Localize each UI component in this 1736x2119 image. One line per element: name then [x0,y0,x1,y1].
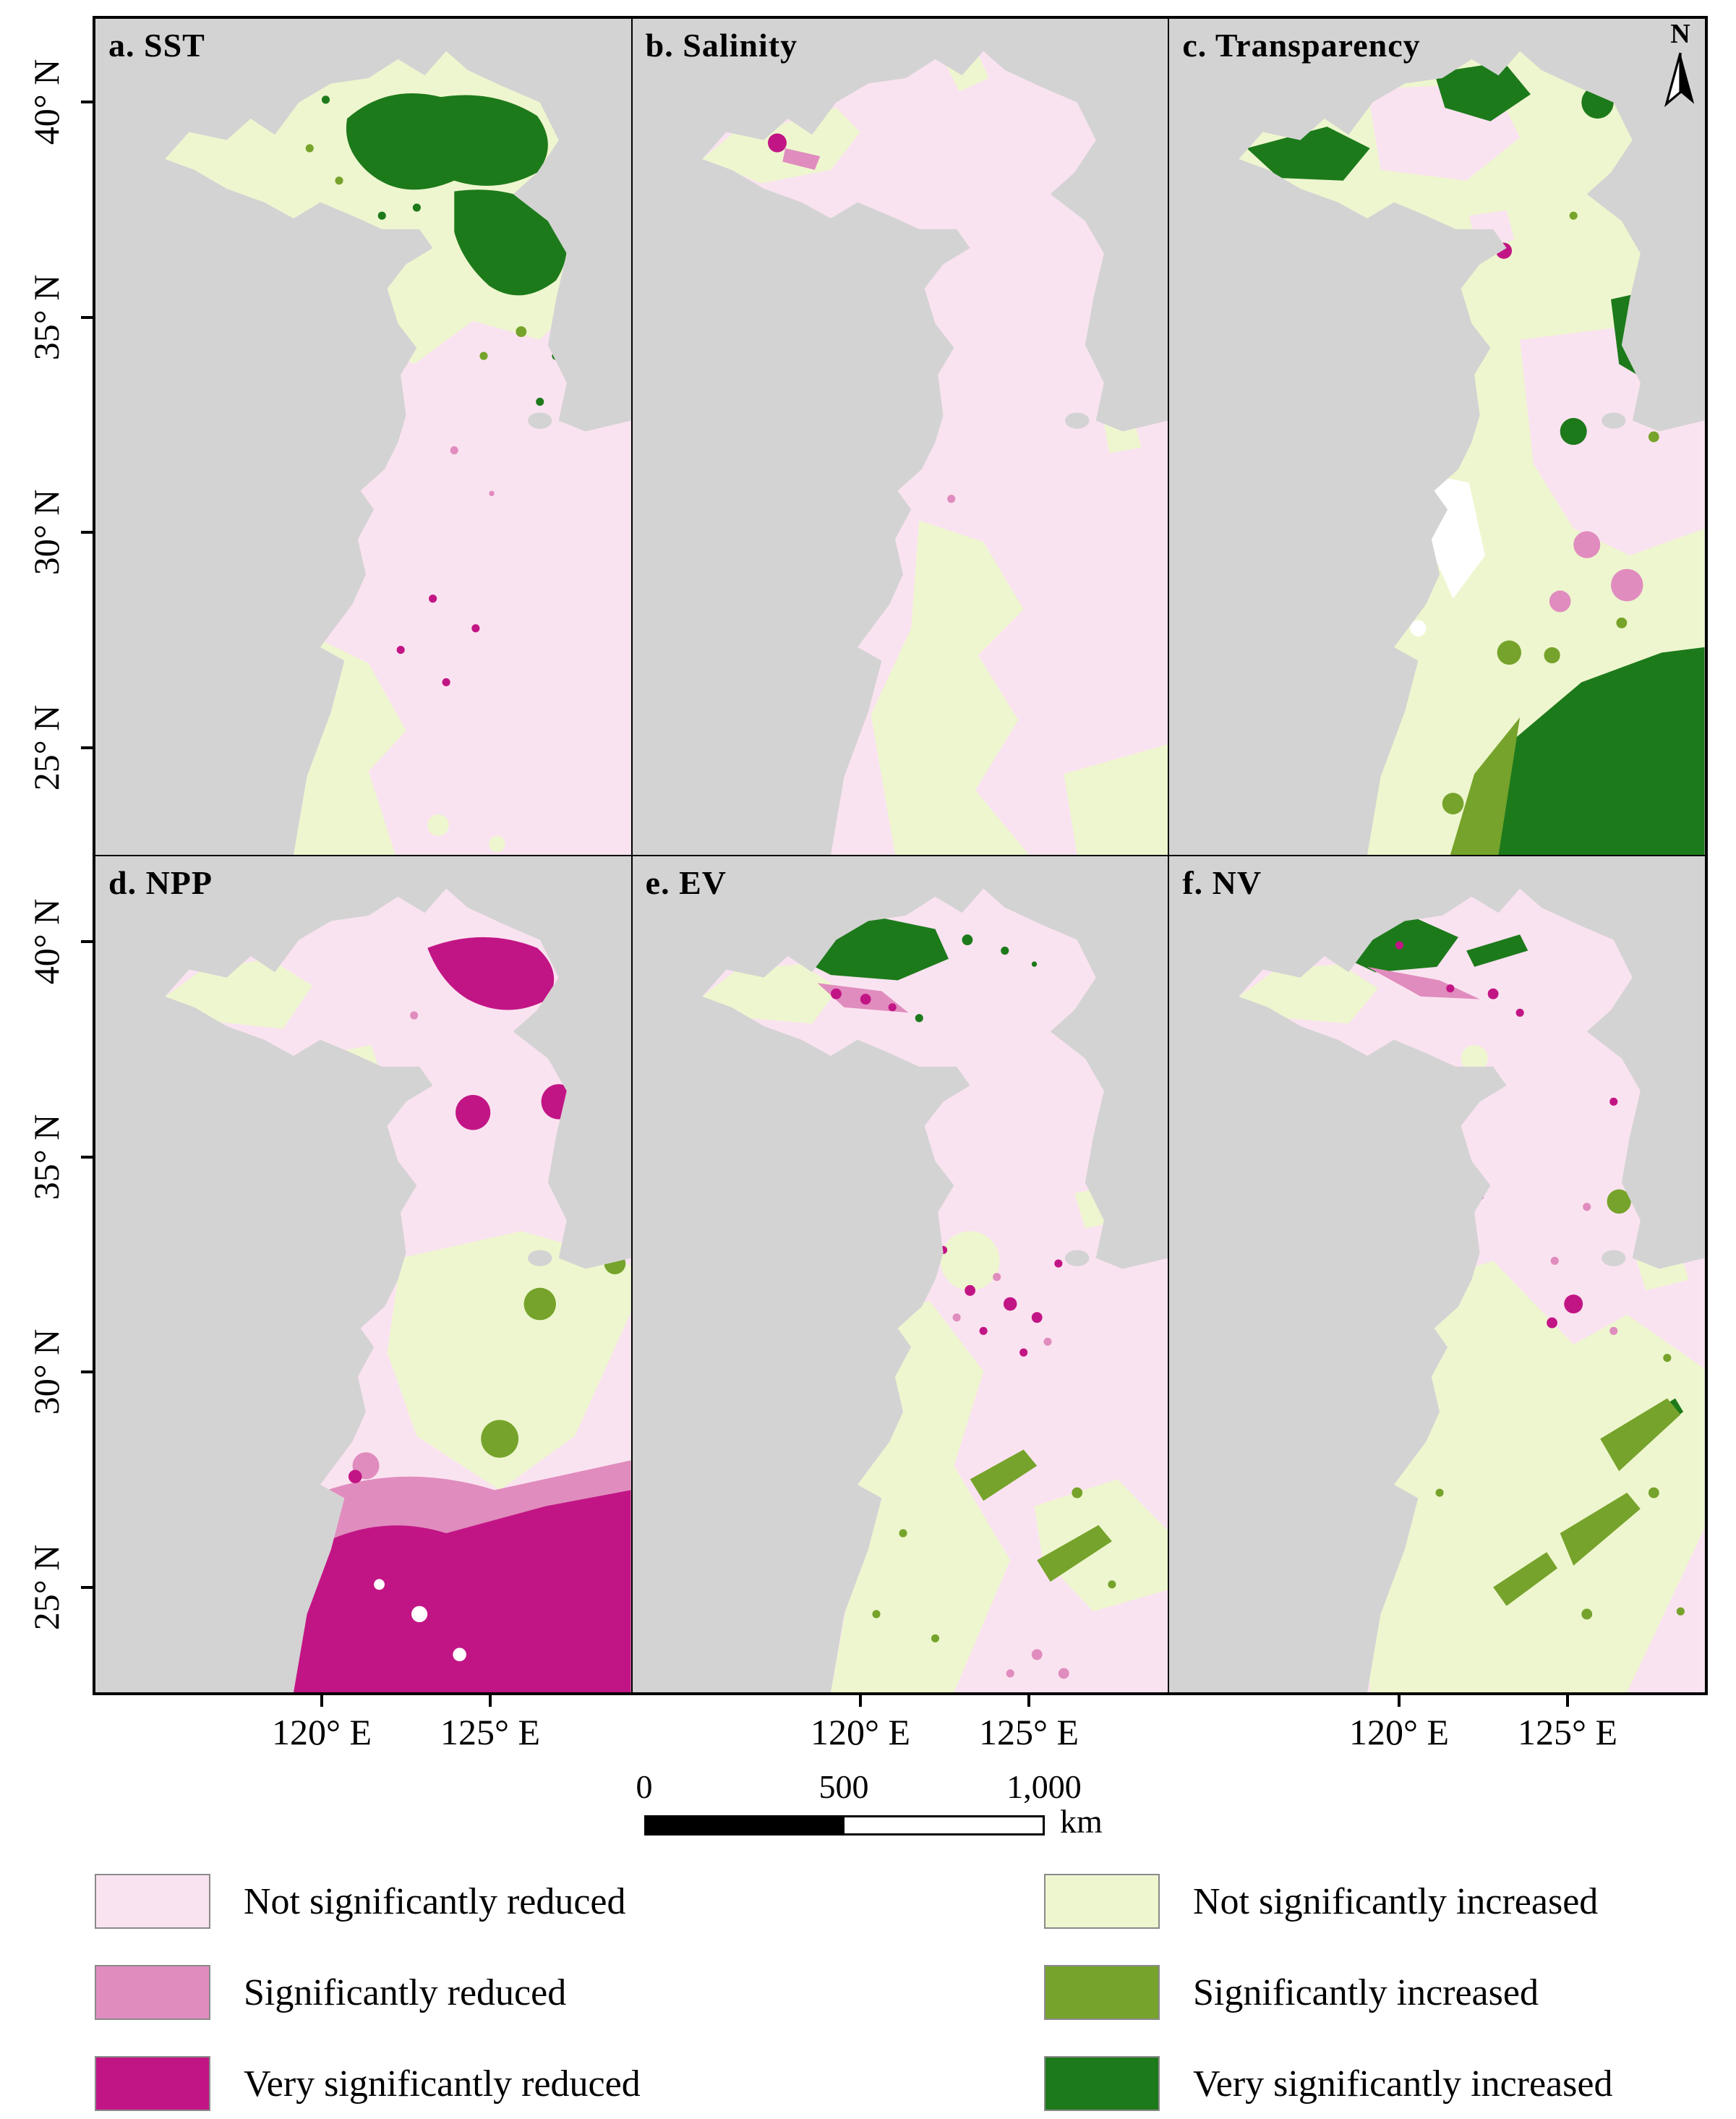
island [1602,412,1626,429]
lon-label: 125° E [440,1712,541,1752]
not-sig-increase-areas [1239,964,1705,1692]
very-sig-reduce-areas [294,937,631,1692]
island [528,1250,552,1266]
axis-tick [1027,1695,1030,1707]
north-indicator: N [1650,20,1711,110]
map-b-svg [632,19,1168,855]
axis-tick [81,940,93,943]
lat-label: 30° N [26,489,67,576]
legend-item-sig-increased: Significantly increased [1044,1964,1539,2021]
legend-swatch-sig-reduced [95,1965,210,2020]
legend-item-very-sig-reduced: Very significantly reduced [95,2055,641,2112]
reduce-speckles [396,594,480,686]
scale-bar [644,1815,1045,1836]
map-f-svg [1169,856,1705,1692]
legend-swatch-sig-increased [1044,1965,1160,2020]
scale-tick-1000: 1,000 [1006,1768,1082,1805]
lon-label: 120° E [810,1712,911,1752]
map-a-svg [95,19,631,855]
sig-reduce-speckles [450,446,495,497]
lon-label: 125° E [1517,1712,1618,1752]
axis-tick [81,1156,93,1159]
legend-item-sig-reduced: Significantly reduced [95,1964,566,2021]
lon-label: 125° E [978,1712,1079,1752]
north-label: N [1670,19,1690,49]
axis-tick [1398,1695,1401,1707]
legend-item-not-sig-increased: Not significantly increased [1044,1873,1598,1930]
sig-increase-areas [1435,1189,1685,1620]
island [1064,1250,1090,1266]
legend-label: Very significantly increased [1193,2063,1613,2105]
scale-tick-0: 0 [636,1768,653,1805]
axis-tick [81,1370,93,1373]
lon-label: 120° E [1348,1712,1450,1752]
lat-label: 25° N [26,704,67,791]
panel-e-ev: e. EV [631,856,1169,1693]
axis-tick [81,101,93,103]
map-e-svg [632,856,1168,1692]
panel-c-transparency: c. Transparency [1168,18,1706,856]
axis-tick [81,531,93,534]
legend-label: Significantly reduced [244,1971,567,2013]
map-grid: a. SST [93,16,1708,1695]
sig-increase-areas [872,1449,1116,1643]
axis-tick [320,1695,323,1707]
panel-d-npp: d. NPP [95,856,632,1693]
legend-label: Very significantly reduced [244,2063,641,2105]
scale-tick-500: 500 [818,1768,869,1805]
axis-tick [489,1695,492,1707]
island [1602,1250,1626,1266]
lat-label: 40° N [26,898,67,985]
axis-tick [81,316,93,319]
lat-label: 35° N [26,1114,67,1201]
axis-tick [859,1695,862,1707]
lat-label: 35° N [26,274,67,361]
legend-swatch-very-sig-increased [1044,2056,1160,2111]
panel-f-nv: f. NV [1168,856,1706,1693]
map-d-svg [95,856,631,1692]
lat-label: 30° N [26,1329,67,1415]
panel-label-c: c. Transparency [1182,27,1421,64]
panel-label-f: f. NV [1182,864,1262,901]
legend-label: Not significantly reduced [244,1880,626,1922]
no-data-specks [374,1579,466,1662]
legend-label: Not significantly increased [1193,1880,1599,1922]
panel-label-d: d. NPP [108,864,213,901]
legend-item-not-sig-reduced: Not significantly reduced [95,1873,626,1930]
legend-swatch-not-sig-increased [1044,1874,1160,1929]
legend-label: Significantly increased [1193,1971,1539,2013]
lon-label: 120° E [271,1712,372,1752]
legend-swatch-very-sig-reduced [95,2056,210,2111]
legend-item-very-sig-increased: Very significantly increased [1044,2055,1612,2112]
island [528,412,552,429]
scale-unit: km [1060,1803,1103,1840]
lat-label: 40° N [26,59,67,145]
legend-swatch-not-sig-reduced [95,1874,210,1929]
axis-tick [81,1586,93,1589]
panel-a-sst: a. SST [95,18,632,856]
scale-bar-filled-half [646,1817,845,1833]
north-arrow-icon [1664,52,1695,108]
island [1064,412,1090,429]
axis-tick [81,746,93,749]
axis-tick [1566,1695,1569,1707]
panel-b-salinity: b. Salinity [631,18,1169,856]
panel-label-e: e. EV [645,864,727,901]
panel-label-a: a. SST [108,27,205,64]
panel-label-b: b. Salinity [645,27,798,64]
map-c-svg [1169,19,1705,855]
lat-label: 25° N [26,1544,67,1631]
